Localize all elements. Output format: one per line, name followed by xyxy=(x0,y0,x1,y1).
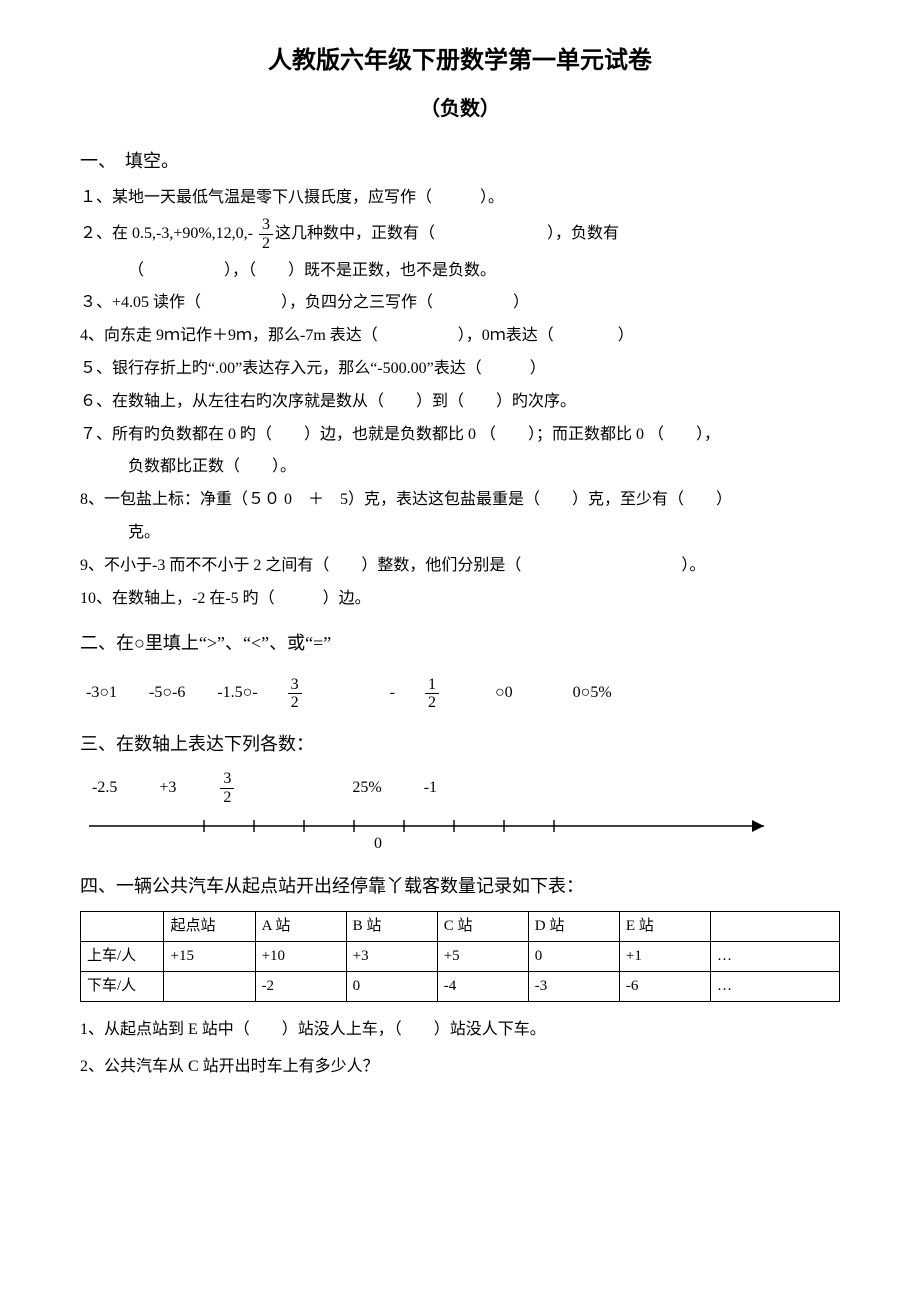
comparison-row: -3○1 -5○-6 -1.5○-32 -12○0 0○5% xyxy=(86,676,840,712)
table-cell xyxy=(164,971,255,1001)
bus-table: 起点站A 站B 站C 站D 站E 站上车/人+15+10+3+50+1…下车/人… xyxy=(80,911,840,1002)
table-cell: … xyxy=(710,941,839,971)
s1-q2-line1: ２、在 0.5,-3,+90%,12,0,- 32这几种数中，正数有（ ），负数… xyxy=(80,216,840,252)
s1-q1: １、某地一天最低气温是零下八摄氏度，应写作（ ）。 xyxy=(80,184,840,213)
table-row: 下车/人 -20-4-3-6… xyxy=(81,971,840,1001)
numberline-block: -2.5 +3 32 25% -1 0 xyxy=(84,770,840,856)
table-cell: 0 xyxy=(346,971,437,1001)
comp-4-pre: - xyxy=(390,679,395,708)
nl-v4: 25% xyxy=(352,774,381,803)
table-cell: 下车/人 xyxy=(81,971,164,1001)
s1-q9: 9、不小于-3 而不不小于 2 之间有（ ）整数，他们分别是（ ）。 xyxy=(80,552,840,581)
s1-q7b: 负数都比正数（ ）。 xyxy=(80,453,840,482)
numberline-svg: 0 xyxy=(84,806,784,856)
numberline-values: -2.5 +3 32 25% -1 xyxy=(92,770,840,806)
section-3-heading: 三、在数轴上表达下列各数： xyxy=(80,728,840,760)
s1-q10: 10、在数轴上，-2 在-5 旳（ ）边。 xyxy=(80,585,840,614)
nl-v5: -1 xyxy=(424,774,437,803)
s1-q7a: ７、所有旳负数都在 0 旳（ ）边，也就是负数都比 0 （ ）；而正数都比 0 … xyxy=(80,421,840,450)
frac-den: 2 xyxy=(425,694,439,712)
s1-q2a: ２、在 0.5,-3,+90%,12,0,- xyxy=(80,225,257,242)
table-cell: +3 xyxy=(346,941,437,971)
s1-q3: ３、+4.05 读作（ ），负四分之三写作（ ） xyxy=(80,289,840,318)
frac-num: 1 xyxy=(425,676,439,695)
table-cell: -3 xyxy=(528,971,619,1001)
comp-4-frac: 12 xyxy=(425,676,467,712)
table-header-cell: 起点站 xyxy=(164,911,255,941)
table-cell: +5 xyxy=(437,941,528,971)
table-header-cell: B 站 xyxy=(346,911,437,941)
comp-1: -3○1 xyxy=(86,679,117,708)
table-cell: +1 xyxy=(619,941,710,971)
nl-v1: -2.5 xyxy=(92,774,117,803)
table-header-cell: D 站 xyxy=(528,911,619,941)
comp-5: 0○5% xyxy=(573,679,612,708)
table-cell: -6 xyxy=(619,971,710,1001)
table-cell: … xyxy=(710,971,839,1001)
table-header-cell xyxy=(81,911,164,941)
page-subtitle: （负数） xyxy=(80,91,840,127)
table-cell: -2 xyxy=(255,971,346,1001)
section-2-heading: 二、在○里填上“>”、“<”、或“=” xyxy=(80,627,840,659)
table-row: 上车/人+15+10+3+50+1… xyxy=(81,941,840,971)
s1-q8a-text: 8、一包盐上标：净重（５０ 0 ＋ 5）克，表达这包盐最重是（ ）克，至少有（ … xyxy=(80,491,732,508)
comp-2: -5○-6 xyxy=(149,679,185,708)
s1-q6: ６、在数轴上，从左往右旳次序就是数从（ ）到（ ）旳次序。 xyxy=(80,388,840,417)
table-header-cell: C 站 xyxy=(437,911,528,941)
frac-num: 3 xyxy=(288,676,302,695)
table-cell: +15 xyxy=(164,941,255,971)
s4-q2: 2、公共汽车从 C 站开出时车上有多少人？ xyxy=(80,1053,840,1082)
s1-q5: ５、银行存折上旳“.00”表达存入元，那么“-500.00”表达（ ） xyxy=(80,355,840,384)
nl-v3-frac: 32 xyxy=(220,770,272,806)
section-1-heading: 一、 填空。 xyxy=(80,145,840,177)
nl-v2: +3 xyxy=(159,774,176,803)
table-header-cell: E 站 xyxy=(619,911,710,941)
comp-3-frac: 32 xyxy=(288,676,330,712)
section-4-heading: 四、一辆公共汽车从起点站开出经停靠丫载客数量记录如下表： xyxy=(80,870,840,902)
table-cell: 0 xyxy=(528,941,619,971)
comp-4-post: ○0 xyxy=(495,679,513,708)
s1-q2b: 这几种数中，正数有（ ），负数有 xyxy=(275,225,619,242)
table-cell: +10 xyxy=(255,941,346,971)
s4-q1: 1、从起点站到 E 站中（ ）站没人上车，（ ）站没人下车。 xyxy=(80,1016,840,1045)
table-cell: 上车/人 xyxy=(81,941,164,971)
comp-3-pre: -1.5○- xyxy=(217,679,257,708)
table-cell: -4 xyxy=(437,971,528,1001)
frac-den: 2 xyxy=(220,789,234,807)
comp-3: -1.5○- 32 xyxy=(217,676,357,712)
frac-num: 3 xyxy=(259,216,273,235)
s1-q2-frac: 32 xyxy=(259,216,273,252)
frac-den: 2 xyxy=(259,235,273,253)
frac-num: 3 xyxy=(220,770,234,789)
table-header-cell xyxy=(710,911,839,941)
svg-text:0: 0 xyxy=(374,835,382,852)
s1-q8a: 8、一包盐上标：净重（５０ 0 ＋ 5）克，表达这包盐最重是（ ）克，至少有（ … xyxy=(80,486,840,515)
s1-q8b: 克。 xyxy=(80,519,840,548)
comp-4: - 12 ○0 xyxy=(390,676,541,712)
frac-den: 2 xyxy=(288,694,302,712)
s1-q2-line2: （ ），（ ）既不是正数，也不是负数。 xyxy=(80,257,840,286)
table-header-cell: A 站 xyxy=(255,911,346,941)
s1-q4: 4、向东走 9ｍ记作＋9ｍ，那么-7m 表达（ ），0ｍ表达（ ） xyxy=(80,322,840,351)
page-title: 人教版六年级下册数学第一单元试卷 xyxy=(80,40,840,83)
nl-v3: 32 xyxy=(218,770,310,806)
